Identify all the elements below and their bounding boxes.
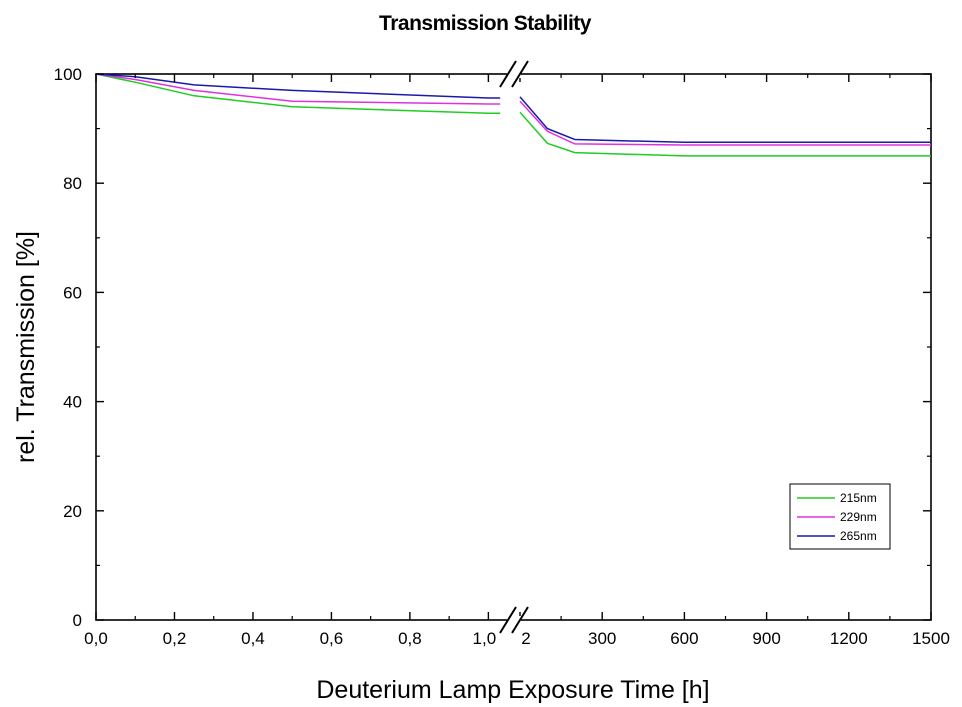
x-tick-label: 600 xyxy=(670,629,698,648)
x-axis-label: Deuterium Lamp Exposure Time [h] xyxy=(316,676,709,704)
legend-label-229nm: 229nm xyxy=(840,510,877,524)
y-tick-label: 80 xyxy=(63,174,82,193)
y-tick-label: 60 xyxy=(63,283,82,302)
ticks-layer: 0 20 40 60 80 100 0,0 0,2 0,4 0,6 0,8 1,0 2 300 600 900… xyxy=(54,65,950,648)
axis-break-slash xyxy=(499,606,517,634)
series-line-215nm-segment-1 xyxy=(95,73,501,115)
axis-break-gap xyxy=(507,70,521,78)
series-line-229nm-segment-2 xyxy=(519,100,931,146)
legend: 215nm 229nm 265nm xyxy=(789,483,891,550)
x-tick-label: 300 xyxy=(588,629,616,648)
legend-label-215nm: 215nm xyxy=(840,491,877,505)
x-tick-label: 1,0 xyxy=(473,629,497,648)
x-tick-label: 1200 xyxy=(830,629,868,648)
series-line-229nm-segment-1 xyxy=(95,73,501,105)
x-tick-label: 1500 xyxy=(912,629,950,648)
y-tick-label: 100 xyxy=(54,65,82,84)
series-line-265nm-segment-2 xyxy=(519,96,931,144)
y-tick-label: 0 xyxy=(73,611,82,630)
chart-title: Transmission Stability xyxy=(379,12,592,35)
axis-break xyxy=(499,60,529,634)
axis-break-slash xyxy=(511,60,529,88)
y-axis-label: rel. Transmission [%] xyxy=(12,231,40,463)
y-tick-label: 40 xyxy=(63,393,82,412)
x-tick-label: 0,4 xyxy=(241,629,265,648)
axis-break-gap xyxy=(507,616,521,624)
x-tick-label: 2 xyxy=(521,629,530,648)
x-tick-label: 0,6 xyxy=(320,629,344,648)
series-line-265nm-segment-1 xyxy=(95,73,501,99)
axis-break-slash xyxy=(499,60,517,88)
axis-break-slash xyxy=(511,606,529,634)
plot-area: 0 20 40 60 80 100 0,0 0,2 0,4 0,6 0,8 1,0 2 300 600 900… xyxy=(54,60,950,648)
x-tick-label: 0,0 xyxy=(84,629,108,648)
x-tick-label: 0,8 xyxy=(398,629,422,648)
x-tick-label: 900 xyxy=(752,629,780,648)
series-layer xyxy=(95,73,931,157)
series-line-215nm-segment-2 xyxy=(519,111,931,157)
legend-label-265nm: 265nm xyxy=(840,529,877,543)
x-tick-label: 0,2 xyxy=(163,629,187,648)
y-tick-label: 20 xyxy=(63,502,82,521)
